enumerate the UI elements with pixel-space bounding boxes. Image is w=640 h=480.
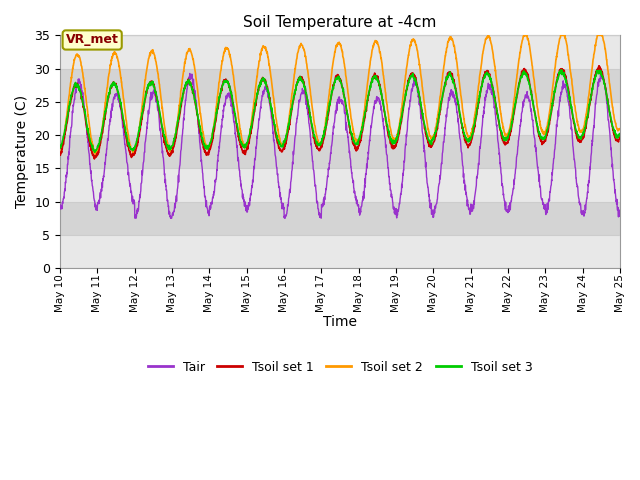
Bar <box>60 202 620 235</box>
Bar <box>60 36 620 69</box>
Bar <box>60 102 620 135</box>
Title: Soil Temperature at -4cm: Soil Temperature at -4cm <box>243 15 436 30</box>
X-axis label: Time: Time <box>323 315 357 329</box>
Bar <box>60 168 620 202</box>
Bar <box>60 135 620 168</box>
Bar <box>60 69 620 102</box>
Bar <box>60 235 620 268</box>
Legend: Tair, Tsoil set 1, Tsoil set 2, Tsoil set 3: Tair, Tsoil set 1, Tsoil set 2, Tsoil se… <box>143 356 538 379</box>
Y-axis label: Temperature (C): Temperature (C) <box>15 95 29 208</box>
Text: VR_met: VR_met <box>66 34 118 47</box>
